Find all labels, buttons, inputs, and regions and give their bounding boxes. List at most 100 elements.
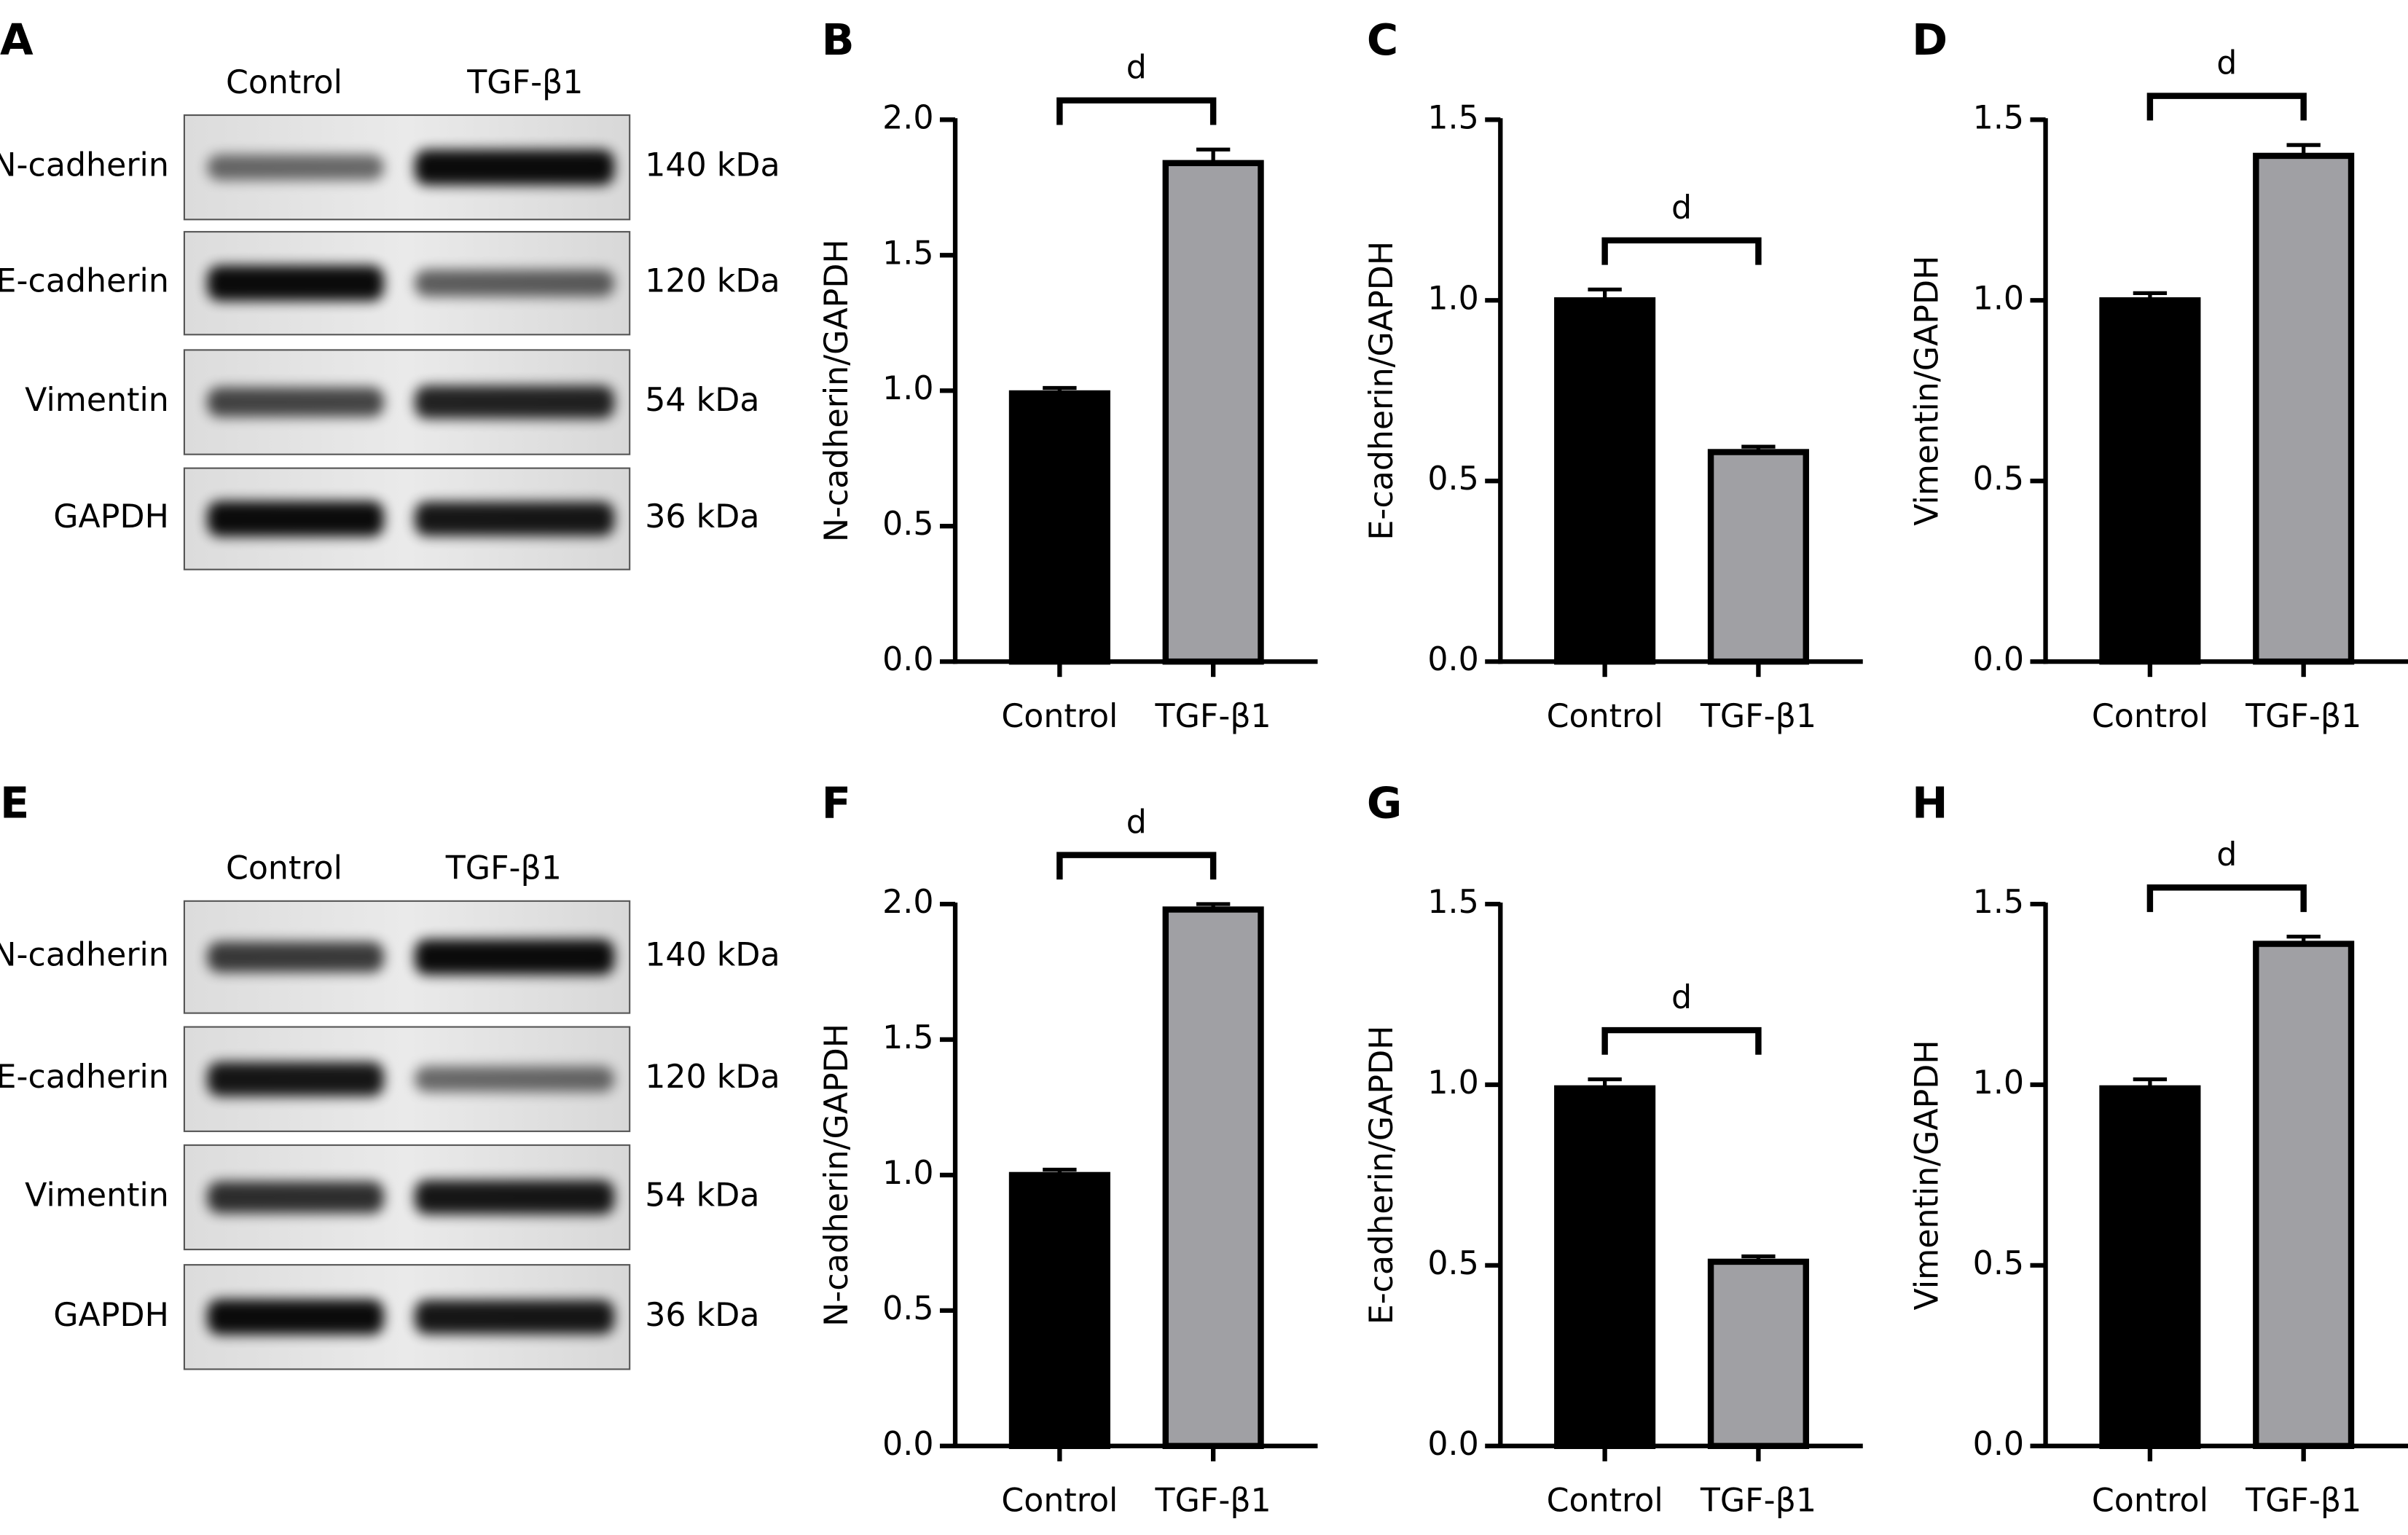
significance-bracket <box>2146 884 2307 912</box>
significance-bracket <box>1601 237 1762 265</box>
significance-bracket <box>2146 93 2307 121</box>
size-label: 36 kDa <box>645 1297 759 1334</box>
lane-label: Control <box>226 850 342 887</box>
y-axis-label: Vimentin/GAPDH <box>1908 256 1945 526</box>
blot-band <box>207 154 384 181</box>
blot-band <box>415 939 615 975</box>
blot-band <box>207 265 384 302</box>
bar <box>1008 1171 1110 1450</box>
blot-band <box>415 1066 615 1092</box>
blot-band <box>207 1181 384 1214</box>
y-tick-label: 1.5 <box>882 235 933 272</box>
x-tick-label: Control <box>2092 698 2208 735</box>
size-label: 140 kDa <box>645 147 780 184</box>
x-tick-label: TGF-β1 <box>1155 1483 1271 1520</box>
lane-label: Control <box>226 64 342 101</box>
y-axis-label: N-cadherin/GAPDH <box>818 1024 855 1327</box>
y-tick-label: 0.0 <box>1973 1426 2024 1463</box>
blot-band <box>415 1300 615 1335</box>
significance-label: d <box>1671 979 1692 1016</box>
y-tick-label: 0.0 <box>1973 641 2024 678</box>
blot-band <box>415 501 615 536</box>
y-tick-label: 1.5 <box>1427 99 1478 136</box>
y-tick-label: 1.0 <box>1427 1064 1478 1102</box>
bar <box>2099 297 2201 665</box>
significance-bracket <box>1056 97 1217 125</box>
panel-letter: F <box>822 777 851 828</box>
y-tick-label: 2.0 <box>882 99 933 136</box>
panel-letter: E <box>0 777 29 828</box>
bar <box>1554 1085 1656 1450</box>
bar <box>1162 906 1264 1450</box>
bar <box>2253 152 2355 665</box>
panel-letter: H <box>1912 777 1948 828</box>
lane-label: TGF-β1 <box>466 64 583 101</box>
significance-label: d <box>1671 189 1692 227</box>
y-tick-label: 1.5 <box>882 1019 933 1056</box>
blot-band <box>415 385 615 419</box>
blot-band <box>415 270 615 297</box>
y-tick-label: 1.0 <box>1973 1064 2024 1102</box>
bar <box>1008 390 1110 665</box>
y-tick-label: 0.5 <box>882 506 933 543</box>
protein-label: GAPDH <box>53 1297 169 1334</box>
bar <box>2099 1085 2201 1450</box>
blot-band <box>415 149 615 186</box>
significance-label: d <box>1126 804 1147 841</box>
y-tick-label: 0.0 <box>1427 1426 1478 1463</box>
x-tick-label: Control <box>1001 698 1118 735</box>
bar <box>1162 160 1264 665</box>
significance-label: d <box>2216 836 2237 874</box>
x-tick-label: TGF-β1 <box>2245 1483 2361 1520</box>
significance-label: d <box>2216 44 2237 82</box>
blot-band <box>207 941 384 973</box>
panel-letter: C <box>1367 15 1398 65</box>
bar <box>1554 297 1656 665</box>
y-tick-label: 1.5 <box>1973 99 2024 136</box>
protein-label: E-cadherin <box>0 263 169 300</box>
bar <box>2253 941 2355 1450</box>
y-tick-label: 1.0 <box>1973 280 2024 317</box>
y-axis-label: E-cadherin/GAPDH <box>1363 241 1400 541</box>
y-tick-label: 1.0 <box>882 1155 933 1192</box>
y-tick-label: 0.0 <box>882 641 933 678</box>
y-tick-label: 2.0 <box>882 884 933 921</box>
significance-label: d <box>1126 50 1147 87</box>
blot-band <box>415 1179 615 1215</box>
y-tick-label: 0.5 <box>1973 460 2024 498</box>
panel-letter: G <box>1367 777 1402 828</box>
size-label: 120 kDa <box>645 1059 780 1096</box>
x-tick-label: Control <box>2092 1483 2208 1520</box>
x-tick-label: TGF-β1 <box>1700 698 1816 735</box>
x-tick-label: TGF-β1 <box>1700 1483 1816 1520</box>
protein-label: N-cadherin <box>0 147 169 184</box>
size-label: 120 kDa <box>645 263 780 300</box>
protein-label: GAPDH <box>53 498 169 535</box>
blot-band <box>207 387 384 417</box>
y-axis-label: N-cadherin/GAPDH <box>818 239 855 542</box>
y-tick-label: 0.5 <box>882 1290 933 1327</box>
y-tick-label: 1.5 <box>1427 884 1478 921</box>
y-tick-label: 0.5 <box>1973 1245 2024 1282</box>
protein-label: Vimentin <box>25 1177 169 1214</box>
protein-label: N-cadherin <box>0 937 169 974</box>
size-label: 36 kDa <box>645 498 759 535</box>
y-tick-label: 1.0 <box>882 370 933 407</box>
panel-letter: D <box>1912 15 1948 65</box>
lane-label: TGF-β1 <box>445 850 562 887</box>
size-label: 54 kDa <box>645 382 759 419</box>
y-tick-label: 1.0 <box>1427 280 1478 317</box>
y-tick-label: 0.5 <box>1427 1245 1478 1282</box>
blot-band <box>207 1299 384 1335</box>
y-tick-label: 0.0 <box>1427 641 1478 678</box>
bar <box>1707 1258 1809 1450</box>
y-tick-label: 0.5 <box>1427 460 1478 498</box>
y-axis-label: Vimentin/GAPDH <box>1908 1040 1945 1310</box>
x-tick-label: Control <box>1547 698 1663 735</box>
significance-bracket <box>1601 1026 1762 1055</box>
size-label: 140 kDa <box>645 937 780 974</box>
y-axis-label: E-cadherin/GAPDH <box>1363 1026 1400 1325</box>
x-tick-label: Control <box>1001 1483 1118 1520</box>
panel-letter: A <box>0 15 34 65</box>
